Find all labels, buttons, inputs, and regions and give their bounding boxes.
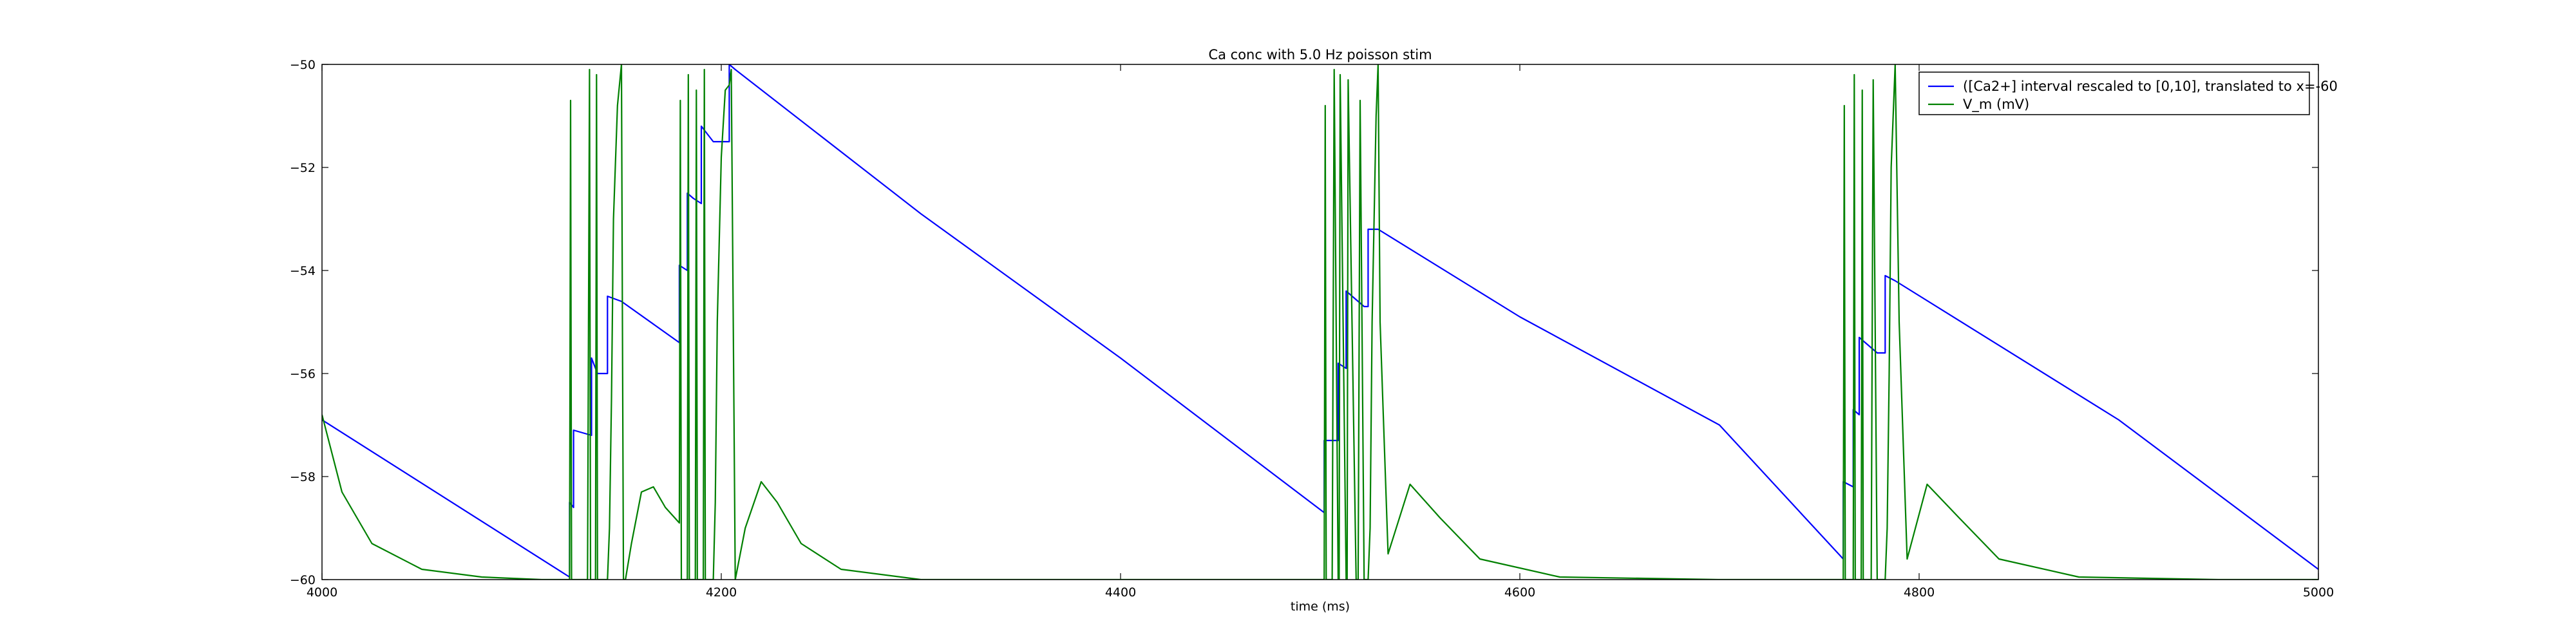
axis-ticks: 4000 4200 4400 4600 4800 5000 −60 −58 −56 −54 −52 −… xyxy=(290,58,2334,600)
chart-title: Ca conc with 5.0 Hz poisson stim xyxy=(1208,47,1432,62)
y-tick-label: −50 xyxy=(290,58,316,72)
x-axis-label: time (ms) xyxy=(1291,600,1350,614)
y-tick-label: −54 xyxy=(290,264,316,278)
legend-label-2: V_m (mV) xyxy=(1963,97,2029,113)
y-tick-label: −52 xyxy=(290,161,316,175)
x-tick-label: 4600 xyxy=(1504,585,1535,600)
x-tick-label: 5000 xyxy=(2303,585,2334,600)
series-line-2 xyxy=(322,64,2318,580)
legend-box xyxy=(1918,71,2310,115)
plot-background xyxy=(322,64,2318,580)
legend-label-1: ([Ca2+] interval rescaled to [0,10], tra… xyxy=(1963,79,2338,94)
y-tick-label: −60 xyxy=(290,573,316,587)
series-layer xyxy=(322,64,2318,580)
y-tick-label: −58 xyxy=(290,470,316,484)
legend: ([Ca2+] interval rescaled to [0,10], tra… xyxy=(1918,71,2338,115)
x-tick-label: 4000 xyxy=(307,585,337,600)
x-tick-label: 4800 xyxy=(1904,585,1935,600)
x-tick-label: 4400 xyxy=(1105,585,1136,600)
plot-frame xyxy=(321,64,2319,580)
x-tick-label: 4200 xyxy=(706,585,737,600)
y-tick-label: −56 xyxy=(290,367,316,381)
